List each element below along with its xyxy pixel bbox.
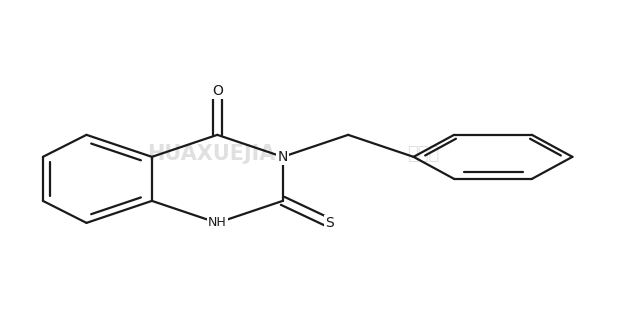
Text: NH: NH (208, 216, 227, 229)
Text: S: S (325, 216, 334, 230)
Text: 化学加: 化学加 (407, 145, 439, 163)
Text: N: N (278, 150, 288, 164)
Text: O: O (212, 84, 223, 98)
Text: HUAXUEJIA: HUAXUEJIA (147, 144, 275, 164)
